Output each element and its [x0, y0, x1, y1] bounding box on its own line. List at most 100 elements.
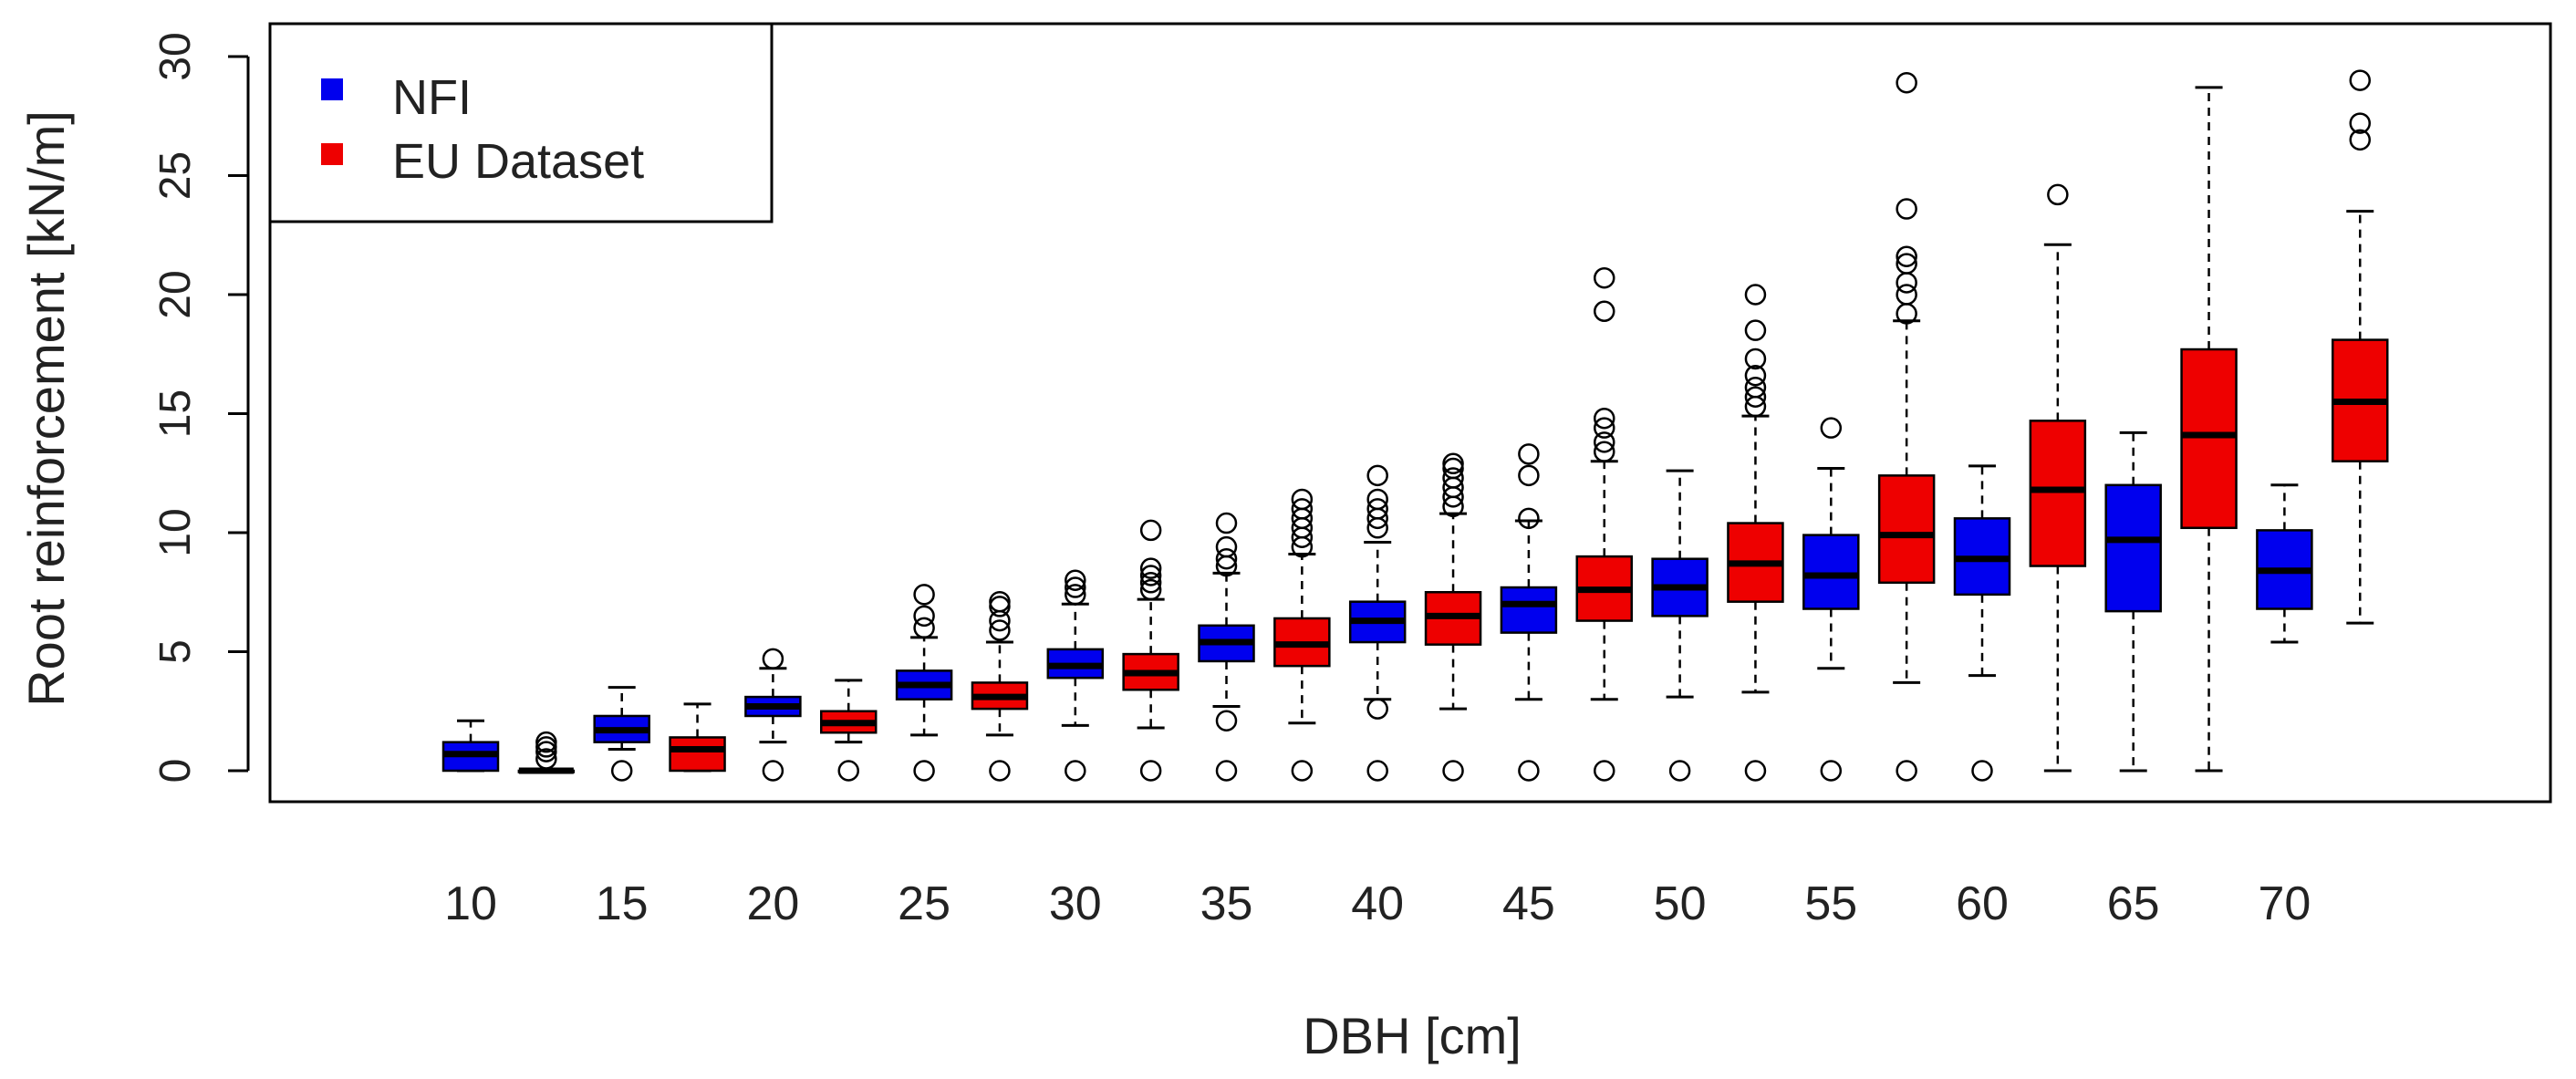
y-axis-title: Root reinforcement [kN/m]	[17, 110, 75, 707]
box-nfi-20	[744, 648, 802, 782]
outlier-point	[1065, 760, 1086, 782]
outlier-point	[1139, 572, 1162, 594]
outlier-point	[1820, 417, 1843, 439]
box-nfi-30	[1046, 569, 1105, 782]
outlier-point	[1594, 407, 1615, 430]
outlier-point	[1744, 284, 1767, 306]
outlier-point	[837, 760, 859, 782]
y-tick-label: 0	[151, 759, 200, 783]
outlier-point	[1896, 760, 1917, 782]
box-nfi-45	[1500, 443, 1558, 782]
outlier-point	[1366, 698, 1388, 720]
outlier-point	[535, 748, 557, 770]
outlier-point	[1594, 266, 1615, 289]
x-tick-label: 15	[596, 877, 649, 930]
outlier-point	[1594, 760, 1615, 782]
outlier-point	[1518, 464, 1540, 487]
outlier-point	[913, 584, 935, 606]
box-eu-dataset-37.5	[1273, 488, 1331, 782]
outlier-point	[1291, 488, 1314, 511]
outlier-point	[1442, 452, 1464, 475]
outlier-point	[1139, 519, 1162, 542]
plot-frame	[268, 22, 2552, 804]
legend-swatch-eu	[321, 143, 343, 165]
box-eu-dataset-42.5	[1424, 452, 1482, 782]
outlier-point	[1820, 760, 1843, 782]
outlier-point	[913, 605, 935, 628]
box-eu-dataset-12.5	[517, 731, 576, 774]
box-nfi-65	[2104, 431, 2162, 773]
outlier-point	[1291, 498, 1314, 520]
x-tick-label: 10	[444, 877, 497, 930]
x-tick-label: 45	[1502, 877, 1555, 930]
outlier-point	[1366, 464, 1388, 487]
outlier-point	[535, 736, 557, 758]
x-tick-label: 50	[1654, 877, 1707, 930]
outlier-point	[1896, 71, 1917, 94]
outlier-point	[1366, 498, 1388, 520]
iqr-box	[1877, 474, 1936, 585]
outlier-point	[1291, 760, 1314, 782]
x-tick-label: 35	[1200, 877, 1253, 930]
outlier-point	[1896, 198, 1917, 220]
x-tick-label: 30	[1049, 877, 1102, 930]
box-nfi-15	[593, 686, 650, 782]
y-axis: 0 5 10 15 20 25 30	[151, 32, 250, 783]
x-tick-label: 65	[2107, 877, 2160, 930]
iqr-box	[1500, 586, 1558, 634]
legend: NFI EU Dataset	[268, 22, 774, 223]
outlier-point	[1065, 584, 1086, 606]
outlier-point	[1744, 760, 1767, 782]
box-eu-dataset-27.5	[971, 590, 1029, 782]
outlier-point	[1896, 272, 1917, 294]
box-nfi-35	[1198, 512, 1255, 782]
outlier-point	[1668, 760, 1691, 782]
box-nfi-50	[1651, 469, 1709, 782]
outlier-point	[913, 760, 935, 782]
outlier-point	[1971, 760, 1993, 782]
outlier-point	[989, 596, 1011, 617]
outlier-point	[1442, 467, 1464, 489]
y-tick-label: 15	[151, 389, 200, 438]
legend-frame	[268, 22, 774, 223]
iqr-box	[2180, 348, 2238, 530]
outlier-point	[1065, 576, 1086, 598]
outlier-point	[1215, 710, 1238, 731]
outlier-point	[1518, 507, 1540, 530]
outlier-point	[913, 617, 935, 639]
iqr-box	[2029, 420, 2087, 567]
outlier-point	[535, 731, 557, 753]
outlier-point	[1215, 547, 1238, 570]
outlier-point	[1139, 760, 1162, 782]
legend-swatch-nfi	[321, 78, 343, 100]
outlier-point	[1215, 512, 1238, 534]
outlier-point	[1744, 377, 1767, 399]
x-tick-label: 40	[1351, 877, 1404, 930]
x-tick-label: 60	[1956, 877, 2009, 930]
box-nfi-55	[1802, 417, 1860, 782]
outlier-point	[1065, 569, 1086, 591]
outlier-point	[1139, 565, 1162, 586]
legend-label-eu: EU Dataset	[392, 134, 644, 189]
box-eu-dataset-17.5	[669, 702, 726, 773]
outlier-point	[762, 760, 784, 782]
outlier-point	[1896, 245, 1917, 267]
outlier-point	[1594, 441, 1615, 463]
x-tick-label: 70	[2258, 877, 2311, 930]
box-eu-dataset-32.5	[1122, 519, 1179, 782]
x-axis-title: DBH [cm]	[1303, 1007, 1522, 1064]
box-eu-dataset-57.5	[1877, 71, 1936, 782]
x-axis: 10 15 20 25 30 35 40 45 50 55 60 65 70	[444, 877, 2311, 930]
outlier-point	[2047, 183, 2069, 206]
box-nfi-70	[2256, 483, 2313, 644]
box-nfi-40	[1348, 464, 1407, 782]
outlier-point	[1594, 300, 1615, 323]
iqr-box	[2104, 483, 2162, 613]
box-eu-dataset-62.5	[2029, 183, 2087, 773]
x-tick-label: 55	[1804, 877, 1857, 930]
outlier-point	[989, 619, 1011, 641]
y-tick-label: 25	[151, 151, 200, 200]
y-tick-label: 5	[151, 639, 200, 664]
box-eu-dataset-67.5	[2180, 86, 2238, 773]
